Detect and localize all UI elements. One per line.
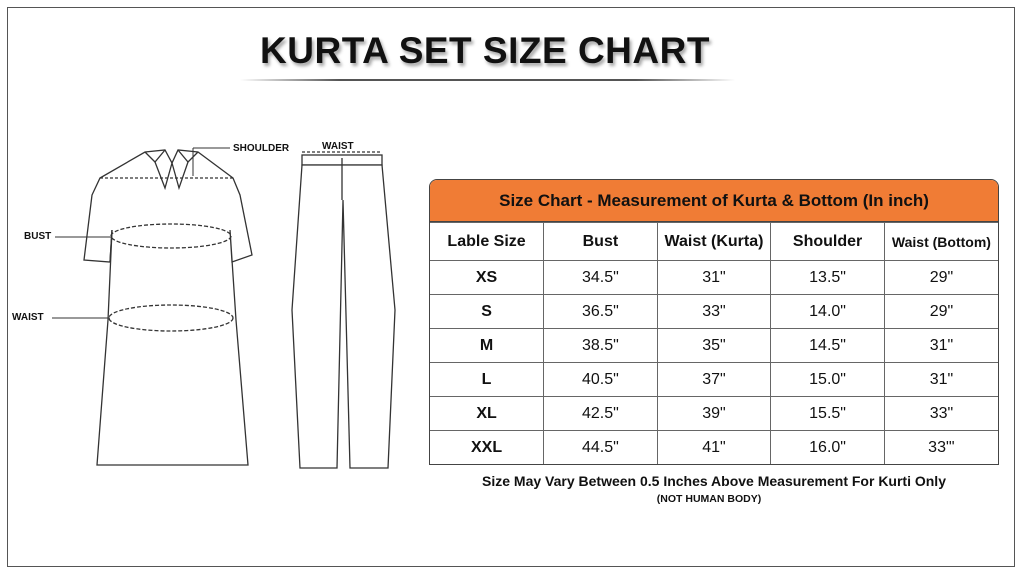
measurement-cell: 37" — [656, 362, 772, 397]
column-header: Waist (Bottom) — [883, 222, 998, 261]
size-label-cell: L — [430, 362, 545, 397]
image-frame — [7, 7, 1015, 567]
measurement-cell: 39" — [656, 396, 772, 431]
label-waist-kurta: WAIST — [12, 312, 44, 323]
column-header: Lable Size — [430, 222, 545, 261]
measurement-cell: 33" — [656, 294, 772, 329]
measurement-cell: 15.0" — [770, 362, 885, 397]
table-row: XXL 44.5" 41" 16.0" 33"' — [430, 430, 998, 464]
measurement-cell: 13.5" — [770, 260, 885, 295]
size-label-cell: XS — [430, 260, 545, 295]
measurement-cell: 44.5" — [543, 430, 658, 464]
measurement-cell: 14.0" — [770, 294, 885, 329]
column-header: Waist (Kurta) — [656, 222, 772, 261]
measurement-cell: 31" — [883, 362, 998, 397]
table-row: XS 34.5" 31" 13.5" 29" — [430, 260, 998, 295]
column-header: Bust — [543, 222, 658, 261]
measurement-cell: 14.5" — [770, 328, 885, 363]
size-label-cell: XXL — [430, 430, 545, 464]
title-underline — [240, 79, 735, 81]
size-note-sub: (NOT HUMAN BODY) — [656, 493, 762, 505]
measurement-cell: 40.5" — [543, 362, 658, 397]
measurement-cell: 29" — [883, 294, 998, 329]
garment-diagram — [52, 147, 396, 469]
measurement-cell: 31" — [656, 260, 772, 295]
size-chart-table: Size Chart - Measurement of Kurta & Bott… — [429, 179, 999, 465]
measurement-cell: 35" — [656, 328, 772, 363]
measurement-cell: 34.5" — [543, 260, 658, 295]
measurement-cell: 33"' — [883, 430, 998, 464]
measurement-cell: 29" — [883, 260, 998, 295]
measurement-cell: 15.5" — [770, 396, 885, 431]
size-label-cell: S — [430, 294, 545, 329]
table-row: L 40.5" 37" 15.0" 31" — [430, 362, 998, 397]
table-caption: Size Chart - Measurement of Kurta & Bott… — [430, 180, 998, 222]
label-bust: BUST — [24, 231, 52, 242]
measurement-cell: 16.0" — [770, 430, 885, 464]
measurement-cell: 31" — [883, 328, 998, 363]
kurta-illustration — [83, 149, 253, 466]
size-label-cell: XL — [430, 396, 545, 431]
measurement-cell: 33" — [883, 396, 998, 431]
size-label-cell: M — [430, 328, 545, 363]
table-row: S 36.5" 33" 14.0" 29" — [430, 294, 998, 329]
label-shoulder: SHOULDER — [233, 143, 290, 154]
leader-lines — [52, 147, 230, 319]
page-title: KURTA SET SIZE CHART — [260, 30, 710, 71]
table-header-row: Lable Size Bust Waist (Kurta) Shoulder W… — [430, 222, 998, 261]
measurement-cell: 42.5" — [543, 396, 658, 431]
table-row: XL 42.5" 39" 15.5" 33" — [430, 396, 998, 431]
size-note: Size May Vary Between 0.5 Inches Above M… — [482, 473, 946, 489]
measurement-cell: 38.5" — [543, 328, 658, 363]
column-header: Shoulder — [770, 222, 885, 261]
table-row: M 38.5" 35" 14.5" 31" — [430, 328, 998, 363]
pants-illustration — [291, 151, 396, 469]
label-waist-bottom: WAIST — [322, 141, 354, 152]
measurement-cell: 41" — [656, 430, 772, 464]
measurement-cell: 36.5" — [543, 294, 658, 329]
